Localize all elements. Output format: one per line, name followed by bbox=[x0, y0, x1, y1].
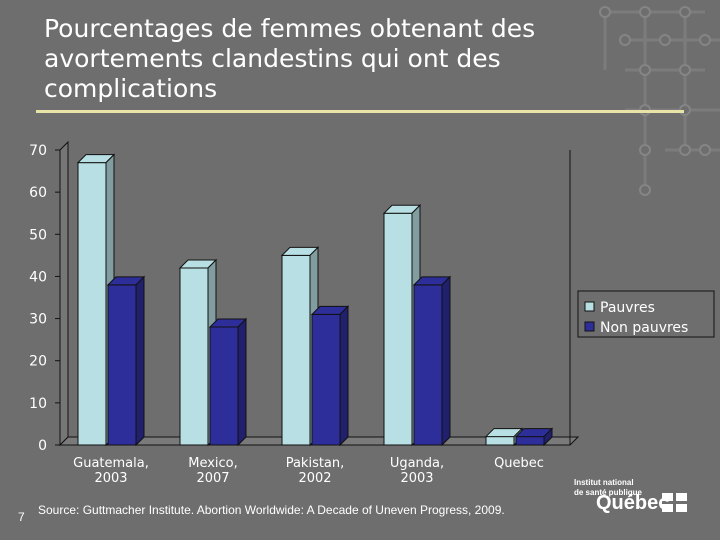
legend-swatch bbox=[584, 321, 595, 332]
title-underline bbox=[36, 110, 684, 113]
bar-side-face bbox=[237, 317, 247, 447]
bar-pauvres bbox=[383, 212, 413, 446]
x-tick-label: 2003 bbox=[400, 471, 433, 486]
bar-side-face bbox=[441, 275, 451, 447]
legend-label: Pauvres bbox=[600, 300, 655, 316]
logo-name: Québec bbox=[596, 492, 670, 514]
bar-chart: 010203040506070Guatemala,2003Mexico,2007… bbox=[29, 140, 715, 486]
bar-non-pauvres bbox=[311, 313, 341, 446]
y-tick-label: 10 bbox=[29, 396, 47, 412]
legend-box bbox=[577, 290, 715, 338]
y-tick-label: 60 bbox=[29, 185, 47, 201]
bar-side-face bbox=[543, 427, 553, 447]
bar-non-pauvres bbox=[107, 284, 137, 446]
bar-pauvres bbox=[485, 436, 515, 446]
y-tick-label: 0 bbox=[38, 438, 47, 454]
page-number: 7 bbox=[18, 510, 25, 524]
legend-label: Non pauvres bbox=[600, 320, 688, 336]
bar-pauvres bbox=[179, 267, 209, 446]
decorative-dot-grid bbox=[599, 6, 720, 196]
bar-side-face bbox=[339, 305, 349, 447]
x-tick-label: Guatemala, bbox=[73, 456, 149, 471]
x-tick-label: 2007 bbox=[196, 471, 229, 486]
y-tick-label: 30 bbox=[29, 312, 47, 328]
legend-swatch bbox=[584, 301, 595, 312]
y-tick-label: 40 bbox=[29, 269, 47, 285]
x-tick-label: Quebec bbox=[494, 456, 544, 471]
x-tick-label: Uganda, bbox=[390, 456, 444, 471]
logo-line-1: Institut national bbox=[574, 478, 634, 487]
y-tick-label: 50 bbox=[29, 227, 47, 243]
x-tick-label: 2002 bbox=[298, 471, 331, 486]
inspq-logo: Institut national de santé publique Québ… bbox=[574, 478, 694, 518]
x-tick-label: Mexico, bbox=[188, 456, 238, 471]
chart-wall-side bbox=[59, 140, 69, 447]
y-tick-label: 70 bbox=[29, 143, 47, 159]
x-tick-label: Pakistan, bbox=[286, 456, 345, 471]
y-tick-label: 20 bbox=[29, 354, 47, 370]
logo-line-2: de santé publique bbox=[574, 488, 643, 497]
bar-pauvres bbox=[281, 254, 311, 446]
bar-non-pauvres bbox=[515, 436, 545, 446]
quebec-flag-icon bbox=[662, 493, 687, 512]
bar-non-pauvres bbox=[413, 284, 443, 446]
bar-pauvres bbox=[77, 162, 107, 446]
source-citation: Source: Guttmacher Institute. Abortion W… bbox=[38, 503, 505, 517]
slide-title: Pourcentages de femmes obtenant des avor… bbox=[44, 14, 536, 103]
bar-side-face bbox=[135, 275, 145, 447]
x-tick-label: 2003 bbox=[94, 471, 127, 486]
bar-non-pauvres bbox=[209, 326, 239, 446]
